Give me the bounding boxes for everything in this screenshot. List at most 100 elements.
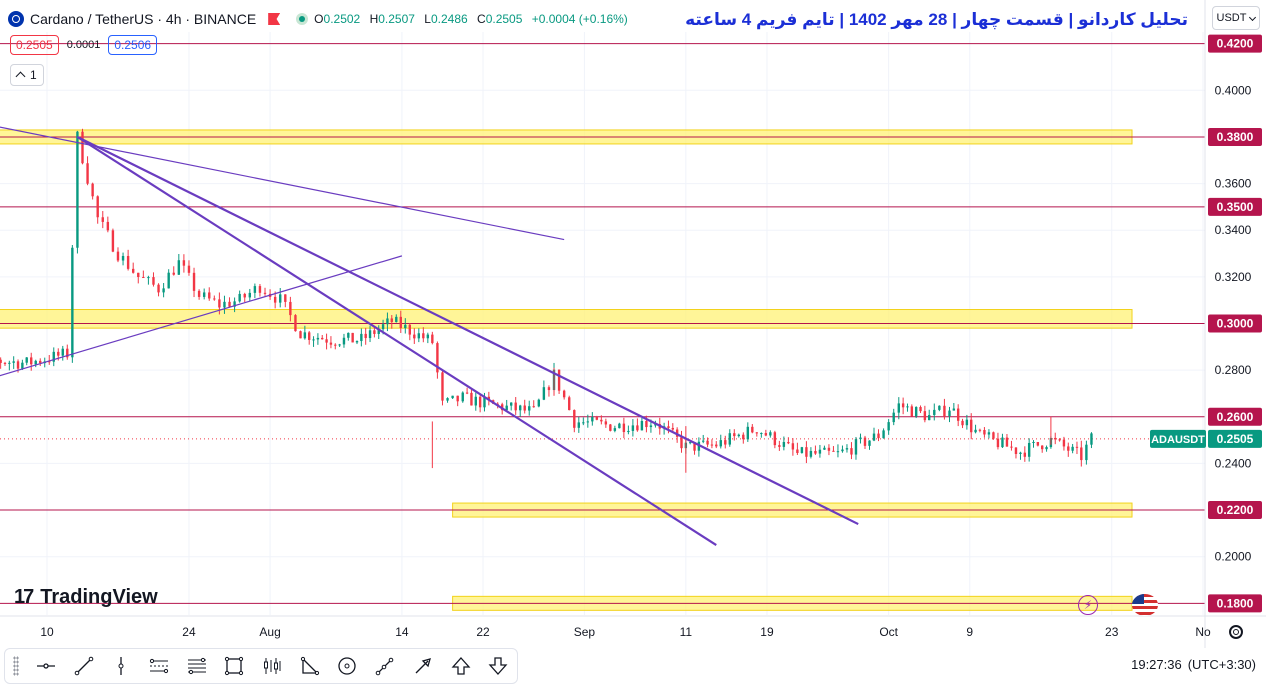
candle-body: [805, 447, 808, 457]
candle-body: [622, 423, 626, 433]
candle-body: [706, 440, 709, 445]
candle-body: [1005, 437, 1009, 447]
candle-body: [760, 433, 763, 435]
candle-body: [1075, 446, 1079, 448]
candle-body: [202, 292, 206, 297]
candle-body: [764, 433, 768, 436]
vertical-line-tool[interactable]: [102, 651, 140, 681]
market-status-icon[interactable]: [296, 13, 309, 25]
candle-body: [510, 402, 513, 406]
candle-body: [258, 286, 262, 293]
parallel-channel-tool[interactable]: [140, 651, 178, 681]
price-tick-label: 0.2000: [1215, 550, 1252, 564]
arrow-mark-up-tool[interactable]: [442, 651, 480, 681]
candle-body: [1010, 446, 1013, 448]
candle-body: [316, 337, 320, 340]
candle-body: [956, 408, 960, 421]
candle-body: [710, 444, 714, 446]
drawing-toolbar: [4, 648, 518, 684]
trend-line-tool[interactable]: [65, 651, 103, 681]
price-level-badge: [1208, 197, 1262, 216]
candle-body: [76, 131, 79, 248]
candle-body: [187, 265, 191, 273]
arrow-down-icon: [488, 657, 508, 675]
candle-body: [470, 392, 473, 406]
candle-body: [456, 395, 459, 402]
candle-body: [823, 447, 826, 450]
time-tick-label: Sep: [574, 625, 596, 639]
candle-body: [836, 451, 840, 453]
candle-body: [81, 131, 84, 164]
time-tick-label: 19: [760, 625, 774, 639]
buy-button[interactable]: 0.2506: [108, 35, 158, 55]
candle-body: [702, 440, 705, 442]
candle-body: [399, 316, 402, 329]
time-tick-label: Aug: [259, 625, 280, 639]
candle-body: [872, 433, 876, 441]
trend-line: [76, 136, 717, 546]
candle-body: [537, 399, 541, 407]
candle-body: [514, 402, 517, 411]
timezone: (UTC+3:30): [1187, 657, 1256, 672]
candle-body: [1054, 437, 1057, 440]
long-position-tool[interactable]: [253, 651, 291, 681]
candle-body: [952, 408, 956, 411]
candle-body: [308, 332, 311, 340]
arrow-mark-down-tool[interactable]: [479, 651, 517, 681]
currency-selector[interactable]: USDT: [1212, 6, 1260, 30]
grip-handle-icon[interactable]: [13, 656, 19, 676]
brush-tool[interactable]: [366, 651, 404, 681]
candle-body: [751, 426, 754, 433]
clock-time: 19:27:36: [1131, 657, 1182, 672]
time-tick-label: 9: [966, 625, 973, 639]
candle-body: [8, 362, 11, 364]
candle-body: [609, 424, 612, 431]
candle-body: [364, 333, 367, 339]
candle-body: [742, 434, 745, 440]
candle-body: [818, 449, 822, 454]
price-level-badge: [1208, 594, 1262, 613]
candle-body: [600, 419, 603, 422]
us-flag-icon[interactable]: [1132, 594, 1158, 616]
sell-button[interactable]: 0.2505: [10, 35, 59, 55]
flag-icon[interactable]: [268, 13, 281, 25]
price-level-label: 0.3500: [1217, 200, 1254, 214]
time-tick-label: 24: [182, 625, 196, 639]
candle-body: [218, 299, 221, 308]
candle-body: [325, 339, 328, 343]
candle-body: [321, 337, 324, 340]
arrow-tool[interactable]: [404, 651, 442, 681]
indicators-collapse-button[interactable]: 1: [10, 64, 44, 86]
tradingview-logo[interactable]: 17 TradingView: [14, 586, 158, 609]
candle-body: [604, 421, 608, 425]
candle-body: [523, 405, 526, 411]
horizontal-ray-tool[interactable]: [27, 651, 65, 681]
analysis-title: تحلیل کاردانو | قسمت چهار | 28 مهر 1402 …: [685, 10, 1188, 29]
gear-icon[interactable]: [1229, 625, 1243, 639]
candle-body: [928, 415, 931, 421]
triangle-pattern-tool[interactable]: [291, 651, 329, 681]
circle-tool[interactable]: [329, 651, 367, 681]
tradingview-mark-icon: 17: [14, 586, 34, 608]
rectangle-tool[interactable]: [215, 651, 253, 681]
candle-body: [238, 293, 241, 302]
candle-body: [948, 410, 951, 417]
candle-body: [787, 441, 790, 444]
candle-body: [914, 407, 918, 417]
candle-body: [360, 333, 363, 342]
symbol-title[interactable]: Cardano / TetherUS · 4h · BINANCE: [30, 11, 257, 27]
candle-body: [782, 441, 786, 447]
clock[interactable]: 19:27:36 (UTC+3:30): [1131, 657, 1256, 672]
time-tick-label: 11: [680, 625, 693, 639]
change-value: +0.0004 (+0.16%): [531, 12, 628, 26]
bolt-icon[interactable]: ⚡: [1078, 595, 1098, 615]
chevron-up-icon: [15, 71, 26, 82]
price-level-label: 0.2600: [1217, 410, 1254, 424]
candle-body: [693, 442, 696, 451]
fib-retracement-tool[interactable]: [178, 651, 216, 681]
candle-body: [724, 440, 727, 445]
candle-body: [386, 318, 389, 325]
candle-body: [568, 397, 571, 411]
candle-body: [284, 294, 287, 302]
